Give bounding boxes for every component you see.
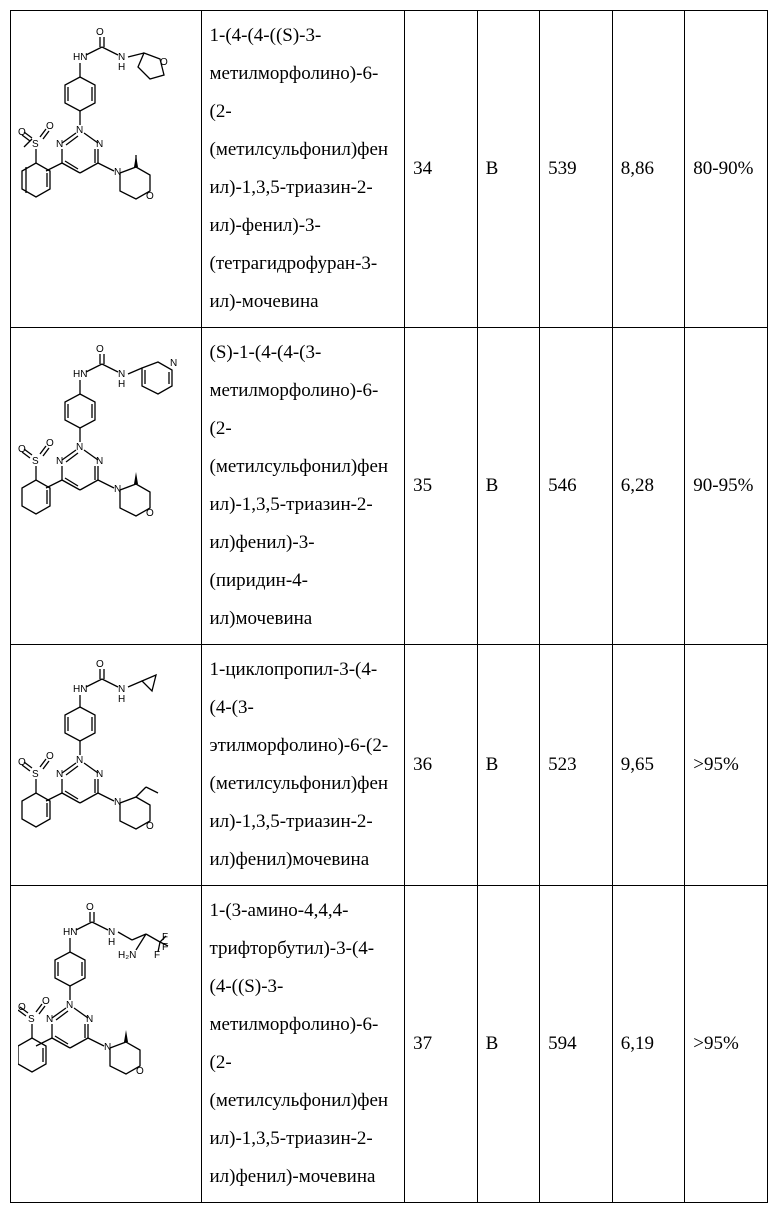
svg-text:N: N xyxy=(170,358,177,369)
svg-text:O: O xyxy=(146,191,154,202)
svg-text:O: O xyxy=(86,902,94,913)
compound-id: 37 xyxy=(405,886,478,1203)
compound-name: 1-(4-(4-((S)-3-метилморфолино)-6-(2-(мет… xyxy=(201,11,405,328)
svg-text:N: N xyxy=(46,1014,53,1025)
compound-tr: 9,65 xyxy=(612,645,685,886)
structure-cell: O HN N H O N xyxy=(11,11,202,328)
molecule-diagram: O HN N H O N xyxy=(18,15,193,230)
svg-text:N: N xyxy=(96,139,103,150)
molecule-diagram: O HN NH H₂N F F F xyxy=(18,890,193,1115)
svg-text:F: F xyxy=(154,950,160,961)
compound-name: 1-(3-амино-4,4,4-трифторбутил)-3-(4-(4-(… xyxy=(201,886,405,1203)
structure-cell: O HN NH N NNN xyxy=(11,328,202,645)
svg-text:O: O xyxy=(96,659,104,670)
svg-text:N: N xyxy=(96,456,103,467)
compound-id: 35 xyxy=(405,328,478,645)
table-row: O HN NH NNN xyxy=(11,645,768,886)
svg-text:HN: HN xyxy=(63,927,77,938)
svg-text:O: O xyxy=(42,996,50,1007)
svg-text:N: N xyxy=(96,769,103,780)
svg-text:S: S xyxy=(32,139,39,150)
compound-table: O HN N H O N xyxy=(10,10,768,1203)
svg-text:O: O xyxy=(96,27,104,38)
compound-class: B xyxy=(477,11,539,328)
svg-text:H: H xyxy=(118,379,125,390)
svg-text:N: N xyxy=(76,442,83,453)
compound-tr: 6,28 xyxy=(612,328,685,645)
compound-purity: 80-90% xyxy=(685,11,768,328)
svg-text:HN: HN xyxy=(73,684,87,695)
compound-mz: 523 xyxy=(540,645,613,886)
svg-text:N: N xyxy=(56,139,63,150)
compound-mz: 539 xyxy=(540,11,613,328)
compound-class: B xyxy=(477,886,539,1203)
svg-text:HN: HN xyxy=(73,52,87,63)
svg-text:O: O xyxy=(18,1002,26,1013)
svg-text:N: N xyxy=(76,125,83,136)
svg-text:N: N xyxy=(86,1014,93,1025)
svg-text:O: O xyxy=(136,1066,144,1077)
svg-text:H: H xyxy=(118,62,125,73)
table-row: O HN N H O N xyxy=(11,11,768,328)
svg-text:O: O xyxy=(18,444,26,455)
svg-text:N: N xyxy=(76,755,83,766)
compound-tr: 8,86 xyxy=(612,11,685,328)
svg-text:O: O xyxy=(46,751,54,762)
svg-text:O: O xyxy=(46,121,54,132)
table-row: O HN NH H₂N F F F xyxy=(11,886,768,1203)
table-row: O HN NH N NNN xyxy=(11,328,768,645)
svg-text:N: N xyxy=(56,769,63,780)
compound-tr: 6,19 xyxy=(612,886,685,1203)
structure-cell: O HN NH H₂N F F F xyxy=(11,886,202,1203)
compound-purity: 90-95% xyxy=(685,328,768,645)
svg-text:O: O xyxy=(160,57,168,68)
svg-text:S: S xyxy=(32,769,39,780)
svg-text:O: O xyxy=(18,127,26,138)
svg-text:O: O xyxy=(146,821,154,832)
svg-text:H: H xyxy=(108,937,115,948)
compound-id: 36 xyxy=(405,645,478,886)
molecule-diagram: O HN NH NNN xyxy=(18,649,193,844)
svg-text:HN: HN xyxy=(73,369,87,380)
svg-text:N: N xyxy=(56,456,63,467)
compound-purity: >95% xyxy=(685,886,768,1203)
svg-text:H: H xyxy=(118,694,125,705)
svg-text:S: S xyxy=(28,1014,35,1025)
svg-text:S: S xyxy=(32,456,39,467)
compound-mz: 546 xyxy=(540,328,613,645)
compound-mz: 594 xyxy=(540,886,613,1203)
compound-name: 1-циклопропил-3-(4-(4-(3-этилморфолино)-… xyxy=(201,645,405,886)
compound-purity: >95% xyxy=(685,645,768,886)
compound-id: 34 xyxy=(405,11,478,328)
svg-text:O: O xyxy=(46,438,54,449)
molecule-diagram: O HN NH N NNN xyxy=(18,332,193,542)
compound-class: B xyxy=(477,328,539,645)
svg-text:O: O xyxy=(146,508,154,519)
compound-class: B xyxy=(477,645,539,886)
structure-cell: O HN NH NNN xyxy=(11,645,202,886)
svg-text:O: O xyxy=(96,344,104,355)
svg-text:N: N xyxy=(66,1000,73,1011)
compound-name: (S)-1-(4-(4-(3-метилморфолино)-6-(2-(мет… xyxy=(201,328,405,645)
svg-text:H₂N: H₂N xyxy=(118,950,136,961)
svg-text:O: O xyxy=(18,757,26,768)
